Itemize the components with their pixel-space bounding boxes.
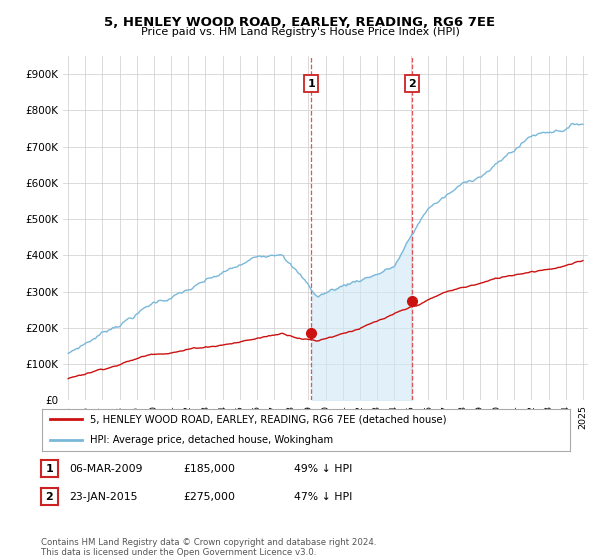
Text: 1: 1	[307, 78, 315, 88]
Text: 1: 1	[46, 464, 53, 474]
Text: £185,000: £185,000	[183, 464, 235, 474]
Text: 5, HENLEY WOOD ROAD, EARLEY, READING, RG6 7EE: 5, HENLEY WOOD ROAD, EARLEY, READING, RG…	[104, 16, 496, 29]
Text: HPI: Average price, detached house, Wokingham: HPI: Average price, detached house, Woki…	[89, 435, 332, 445]
Text: 47% ↓ HPI: 47% ↓ HPI	[294, 492, 352, 502]
Text: 49% ↓ HPI: 49% ↓ HPI	[294, 464, 352, 474]
Text: Contains HM Land Registry data © Crown copyright and database right 2024.
This d: Contains HM Land Registry data © Crown c…	[41, 538, 376, 557]
Text: 2: 2	[409, 78, 416, 88]
Text: £275,000: £275,000	[183, 492, 235, 502]
Text: 2: 2	[46, 492, 53, 502]
Text: 5, HENLEY WOOD ROAD, EARLEY, READING, RG6 7EE (detached house): 5, HENLEY WOOD ROAD, EARLEY, READING, RG…	[89, 414, 446, 424]
Text: 06-MAR-2009: 06-MAR-2009	[69, 464, 143, 474]
Text: Price paid vs. HM Land Registry's House Price Index (HPI): Price paid vs. HM Land Registry's House …	[140, 27, 460, 37]
Text: 23-JAN-2015: 23-JAN-2015	[69, 492, 137, 502]
